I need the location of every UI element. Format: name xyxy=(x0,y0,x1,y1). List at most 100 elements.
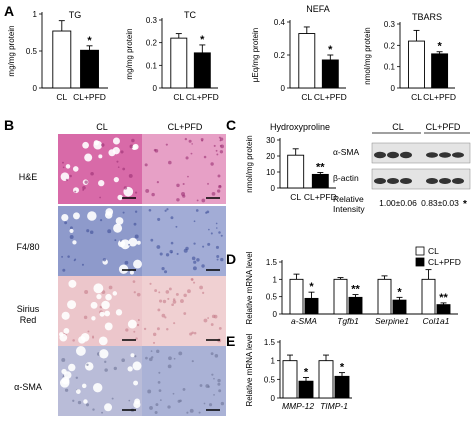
lipid-vacuole xyxy=(128,237,138,247)
lipid-vacuole xyxy=(73,187,80,194)
nucleus xyxy=(69,235,74,239)
nucleus xyxy=(173,357,176,360)
chart-tbars: TBARS nmol/mg protein 0 0.1 0.2 0.3 CL * CL+PFD xyxy=(363,12,456,102)
nucleus xyxy=(211,373,214,376)
y-tick-label: 0 xyxy=(391,84,396,93)
panel-letter-e: E xyxy=(226,333,235,349)
nucleus xyxy=(208,228,210,231)
nucleus xyxy=(74,190,77,193)
panel-letter-a: A xyxy=(4,3,14,19)
bar-1 xyxy=(334,375,350,399)
nucleus xyxy=(86,229,90,233)
nucleus xyxy=(65,178,69,182)
lipid-vacuole xyxy=(117,194,123,201)
category-label: Col1a1 xyxy=(423,316,450,326)
lipid-vacuole xyxy=(112,147,120,155)
nucleus xyxy=(158,299,163,303)
nucleus xyxy=(202,245,205,248)
bar-0 xyxy=(421,278,436,315)
nucleus xyxy=(219,150,224,154)
lipid-vacuole xyxy=(127,319,137,329)
wb-membrane-asma xyxy=(371,142,471,164)
lipid-vacuole xyxy=(115,309,123,316)
nucleus xyxy=(73,259,76,262)
lipid-vacuole xyxy=(104,403,113,412)
nucleus xyxy=(203,155,207,159)
bar-1 xyxy=(298,380,314,399)
bar xyxy=(321,59,339,89)
lipid-vacuole xyxy=(113,223,123,233)
nucleus xyxy=(184,137,188,141)
nucleus xyxy=(165,290,170,294)
nucleus xyxy=(164,316,167,319)
chart-title: NEFA xyxy=(306,4,330,14)
histology-row-label-he: H&E xyxy=(19,172,38,182)
nucleus xyxy=(164,270,168,274)
nucleus xyxy=(201,264,205,268)
y-tick-label: 0.4 xyxy=(274,18,286,27)
histology-row-label-asma: α-SMA xyxy=(14,382,42,392)
nucleus xyxy=(64,221,68,225)
y-axis-label: mg/mg protein xyxy=(7,25,16,76)
nucleus xyxy=(89,230,94,235)
nucleus xyxy=(136,323,140,327)
nucleus xyxy=(170,251,173,254)
nucleus xyxy=(133,291,136,294)
nucleus xyxy=(218,136,221,139)
nucleus xyxy=(215,222,218,225)
y-axis-label: Relative mRNA level xyxy=(245,333,254,406)
nucleus xyxy=(175,225,178,228)
nucleus xyxy=(208,403,213,407)
lipid-vacuole xyxy=(115,217,124,225)
bar-1 xyxy=(304,297,319,315)
bar xyxy=(80,49,99,89)
y-tick-label: 0.3 xyxy=(146,16,158,25)
nucleus xyxy=(191,143,193,145)
nucleus xyxy=(216,258,219,261)
wb-intensity-label-1: Relative xyxy=(333,194,364,204)
lipid-vacuole xyxy=(72,212,80,220)
nucleus xyxy=(86,363,89,367)
y-tick-label: 0.5 xyxy=(266,293,278,302)
lipid-vacuole xyxy=(59,378,70,388)
wb-group-label-cl-pfd: CL+PFD xyxy=(426,122,461,132)
lipid-vacuole xyxy=(127,366,133,372)
lipid-vacuole xyxy=(96,294,102,300)
nucleus xyxy=(196,258,200,262)
nucleus xyxy=(87,330,90,333)
nucleus xyxy=(134,234,139,239)
lipid-vacuole xyxy=(129,270,134,275)
nucleus xyxy=(191,278,194,281)
y-tick-label: 0 xyxy=(33,84,38,93)
nucleus xyxy=(167,405,171,409)
category-label: Tgfb1 xyxy=(337,316,359,326)
band xyxy=(387,178,399,184)
bar xyxy=(52,30,72,89)
band xyxy=(374,178,386,184)
nucleus xyxy=(213,144,216,147)
nucleus xyxy=(145,188,150,193)
lipid-vacuole xyxy=(81,383,87,389)
nucleus xyxy=(92,408,95,411)
lipid-vacuole xyxy=(83,399,88,404)
category-label: CL+PFD xyxy=(186,92,219,102)
nucleus xyxy=(186,411,189,414)
y-tick-label: 1.5 xyxy=(264,338,276,347)
legend-label: CL+PFD xyxy=(428,257,461,267)
lipid-vacuole xyxy=(136,240,141,245)
bar-0 xyxy=(333,278,348,315)
significance-marker: ** xyxy=(316,161,325,173)
nucleus xyxy=(62,161,64,164)
nucleus xyxy=(84,290,89,294)
nucleus xyxy=(123,186,128,190)
nucleus xyxy=(171,303,174,307)
histology-tile xyxy=(58,346,142,416)
nucleus xyxy=(104,368,108,372)
lipid-vacuole xyxy=(90,301,98,309)
nucleus xyxy=(77,400,82,405)
nucleus xyxy=(183,312,187,315)
nucleus xyxy=(176,183,180,188)
nucleus xyxy=(84,180,88,184)
nucleus xyxy=(218,389,222,393)
nucleus xyxy=(156,349,160,354)
